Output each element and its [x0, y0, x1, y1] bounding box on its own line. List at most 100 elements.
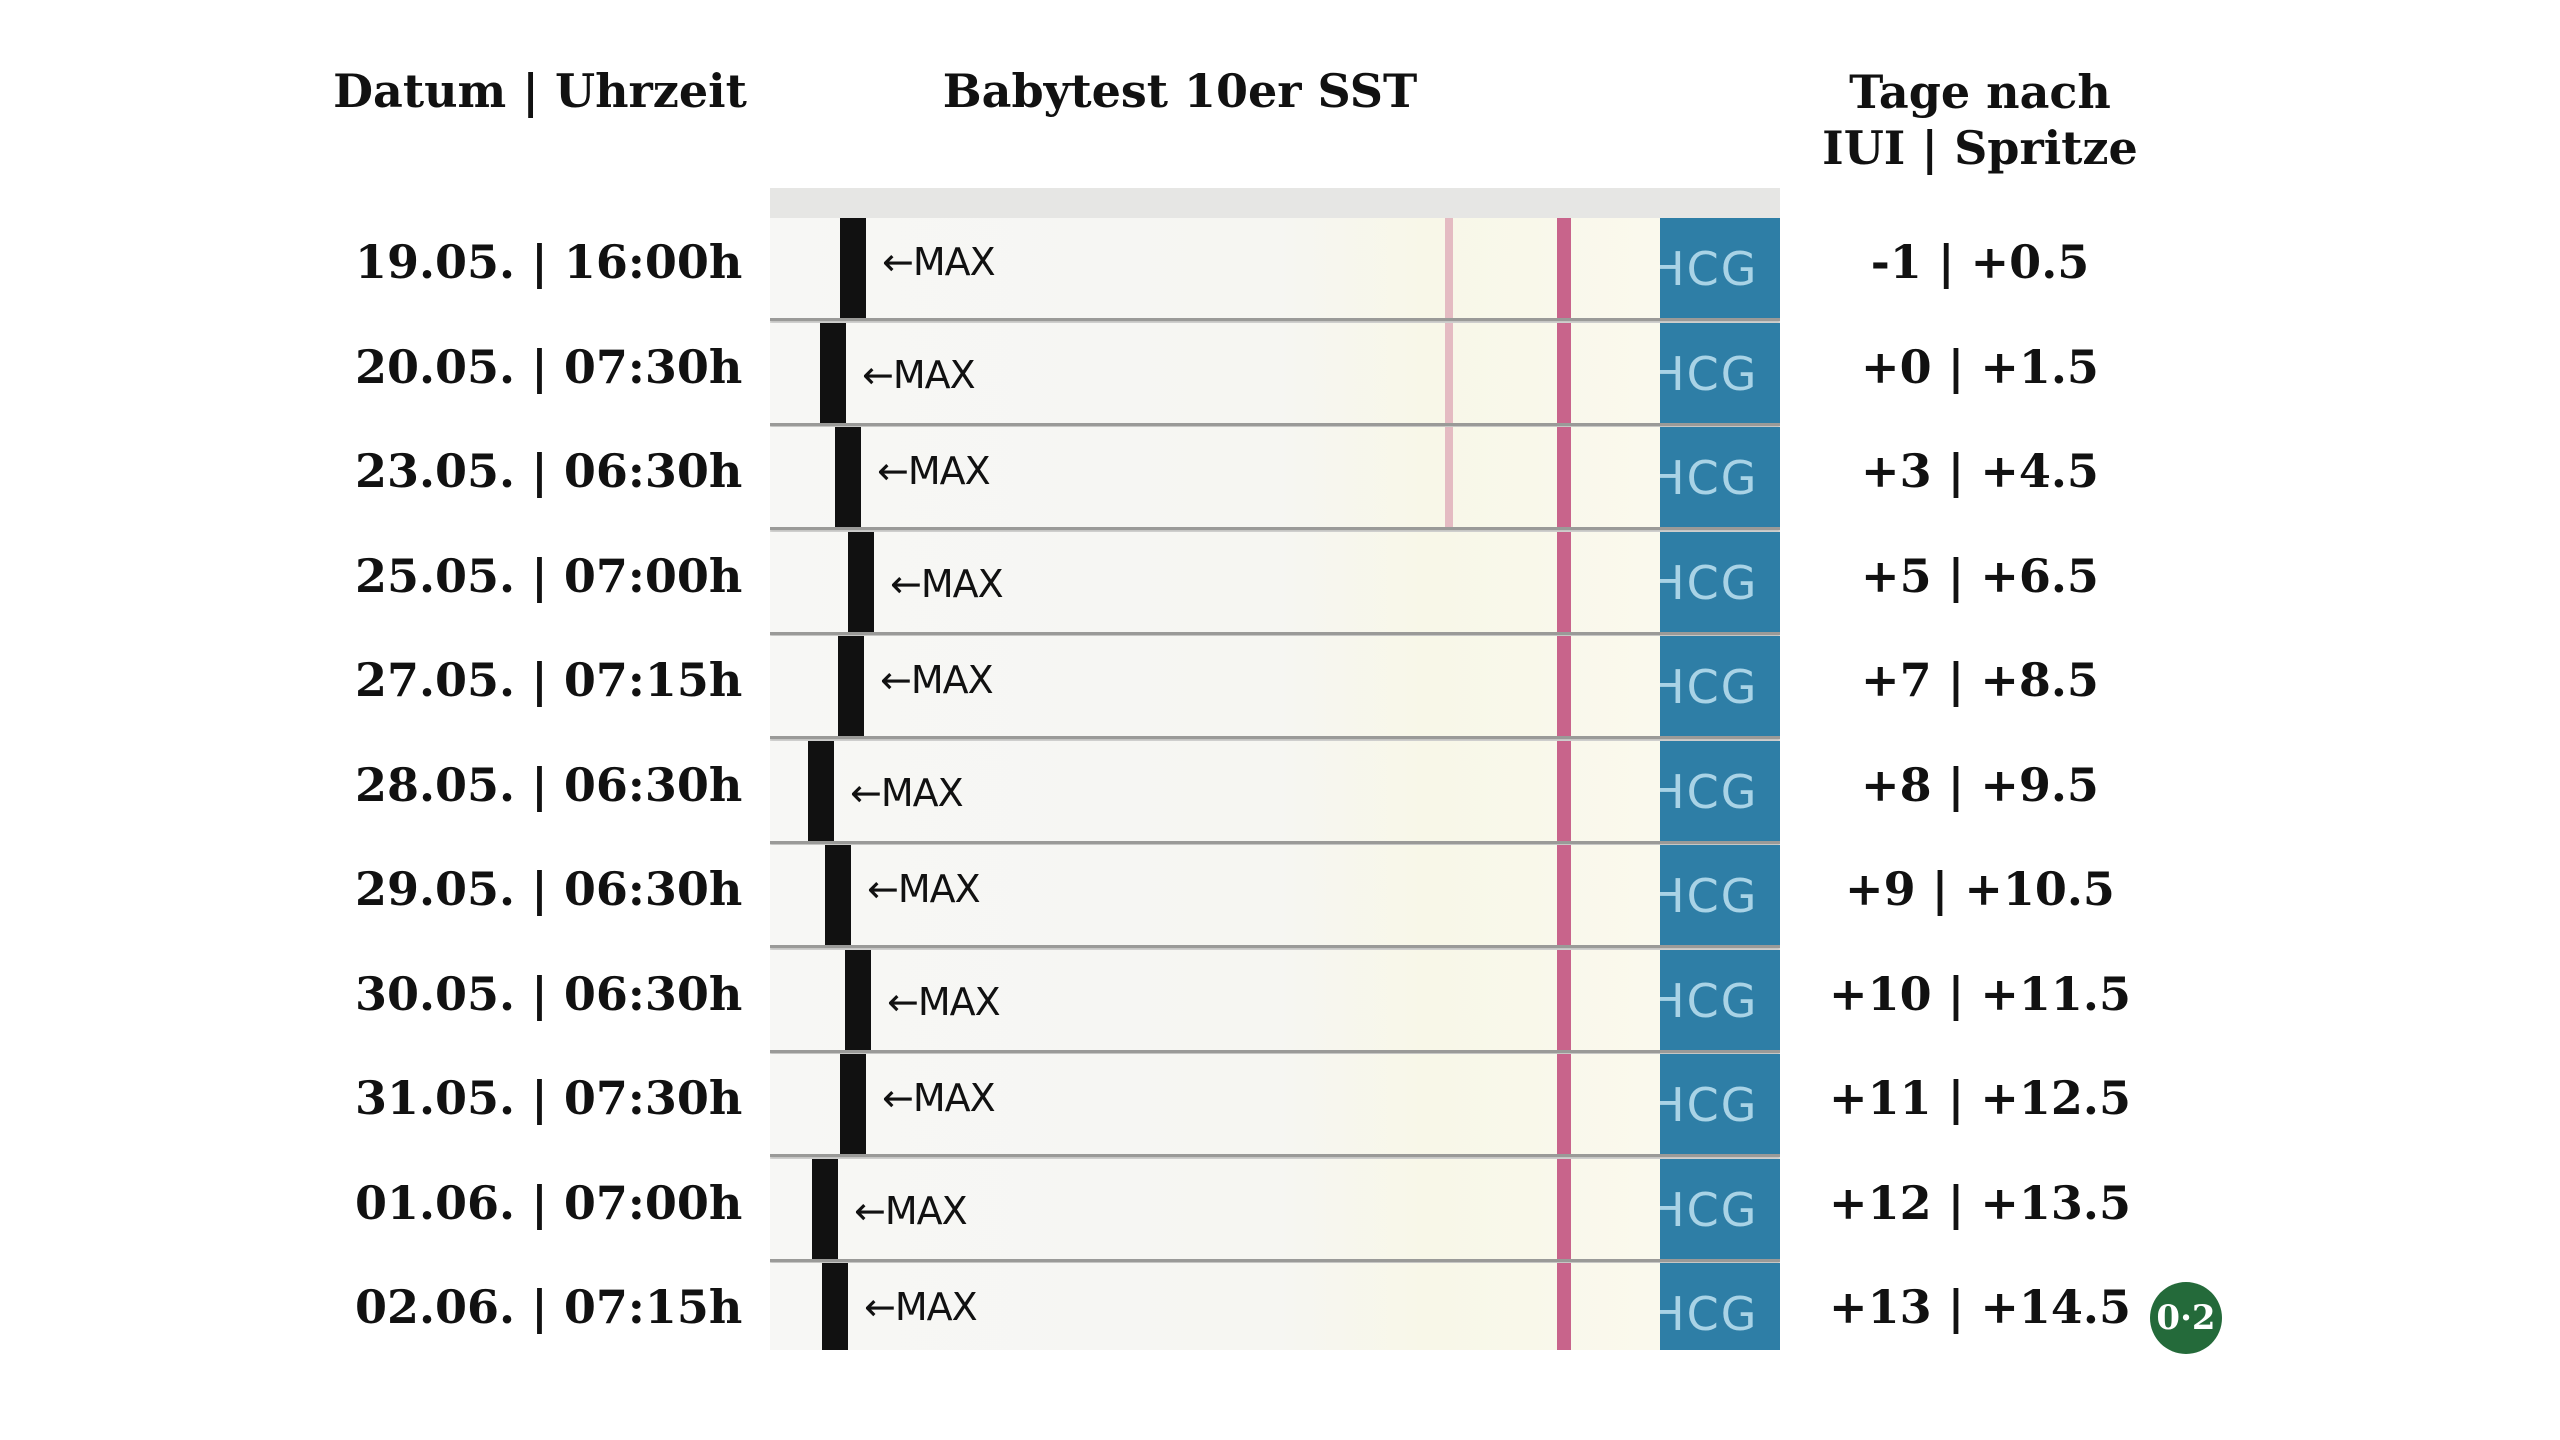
test-strip: ←MAX HCG — [770, 636, 1780, 739]
strip-max-label: ←MAX — [850, 770, 964, 815]
days-after-row: +7 | +8.5 — [1861, 653, 2099, 708]
strip-test-line — [1445, 427, 1453, 527]
strip-test-line — [1445, 218, 1453, 318]
days-after-row: +8 | +9.5 — [1861, 757, 2099, 812]
strip-hcg-label: HCG — [1660, 451, 1759, 505]
days-after-row: +13 | +14.5 — [1829, 1280, 2131, 1335]
date-time-row: 01.06. | 07:00h — [355, 1175, 743, 1230]
date-time-row: 31.05. | 07:30h — [355, 1071, 743, 1126]
strip-black-bar — [848, 531, 874, 632]
strip-hcg-pad: HCG — [1660, 949, 1780, 1050]
test-strip: ←MAX HCG — [770, 949, 1780, 1053]
strip-hcg-label: HCG — [1660, 555, 1759, 610]
date-time-row: 02.06. | 07:15h — [355, 1280, 743, 1335]
header-days-line1: Tage nach — [1849, 65, 2111, 119]
strip-hcg-label: HCG — [1660, 660, 1759, 714]
date-time-column: 19.05. | 16:00h 20.05. | 07:30h 23.05. | 0… — [355, 210, 775, 1360]
header-test-name: Babytest 10er SST — [942, 64, 1418, 118]
test-strip: ←MAX HCG — [770, 740, 1780, 844]
date-time-row: 30.05. | 06:30h — [355, 966, 743, 1021]
header-date-time: Datum | Uhrzeit — [333, 64, 747, 118]
strip-control-line — [1557, 427, 1571, 527]
test-strip: ←MAX HCG — [770, 845, 1780, 948]
strip-max-label: ←MAX — [887, 979, 1001, 1024]
strip-hcg-pad: HCG — [1660, 740, 1780, 841]
strip-max-label: ←MAX — [864, 1285, 978, 1329]
test-strip: ←MAX HCG — [770, 322, 1780, 426]
days-after-row: -1 | +0.5 — [1870, 235, 2090, 290]
days-after-row: +0 | +1.5 — [1861, 339, 2099, 394]
strip-hcg-label: HCG — [1660, 764, 1759, 819]
strip-black-bar — [845, 949, 871, 1050]
strip-control-line — [1557, 1054, 1571, 1154]
date-time-row: 29.05. | 06:30h — [355, 862, 743, 917]
strip-control-line — [1557, 218, 1571, 318]
strip-hcg-label: HCG — [1660, 242, 1759, 296]
strip-hcg-pad: HCG — [1660, 845, 1780, 945]
strip-hcg-pad: HCG — [1660, 636, 1780, 736]
strip-max-label: ←MAX — [862, 352, 976, 397]
strip-hcg-pad: HCG — [1660, 1054, 1780, 1154]
test-strip: ←MAX HCG — [770, 427, 1780, 530]
strip-control-line — [1557, 740, 1571, 841]
strip-control-line — [1557, 636, 1571, 736]
strip-hcg-label: HCG — [1660, 1287, 1759, 1341]
days-after-column: -1 | +0.5 +0 | +1.5 +3 | +4.5 +5 | +6.5 +7 |… — [1780, 210, 2180, 1360]
strip-control-line — [1557, 949, 1571, 1050]
strip-max-label: ←MAX — [880, 658, 994, 702]
strip-black-bar — [835, 427, 861, 527]
date-time-row: 23.05. | 06:30h — [355, 444, 743, 499]
strip-control-line — [1557, 845, 1571, 945]
days-after-row: +9 | +10.5 — [1845, 862, 2115, 917]
strip-max-label: ←MAX — [854, 1188, 968, 1233]
strip-hcg-label: HCG — [1660, 973, 1759, 1028]
days-after-row: +11 | +12.5 — [1829, 1071, 2131, 1126]
date-time-row: 27.05. | 07:15h — [355, 653, 743, 708]
strip-black-bar — [808, 740, 834, 841]
strip-max-label: ←MAX — [877, 449, 991, 493]
strip-max-label: ←MAX — [890, 561, 1004, 606]
test-strip: ←MAX HCG — [770, 1054, 1780, 1157]
strip-hcg-pad: HCG — [1660, 1263, 1780, 1350]
strip-black-bar — [838, 636, 864, 736]
strip-hcg-pad: HCG — [1660, 322, 1780, 423]
strip-hcg-pad: HCG — [1660, 218, 1780, 318]
logo-badge: 0·2 — [2150, 1282, 2222, 1354]
strip-hcg-pad: HCG — [1660, 1158, 1780, 1259]
strip-hcg-label: HCG — [1660, 1078, 1759, 1132]
header-days-line2: IUI | Spritze — [1822, 121, 2138, 175]
strip-black-bar — [840, 1054, 866, 1154]
strip-max-label: ←MAX — [867, 867, 981, 911]
date-time-row: 20.05. | 07:30h — [355, 339, 743, 394]
strip-hcg-pad: HCG — [1660, 531, 1780, 632]
strip-test-line — [1445, 322, 1453, 423]
strip-control-line — [1557, 1263, 1571, 1350]
strip-hcg-label: HCG — [1660, 869, 1759, 923]
strip-black-bar — [812, 1158, 838, 1259]
strip-black-bar — [825, 845, 851, 945]
strip-max-label: ←MAX — [882, 240, 996, 284]
strip-control-line — [1557, 1158, 1571, 1259]
strip-hcg-label: HCG — [1660, 1182, 1759, 1237]
test-strip: ←MAX HCG — [770, 1158, 1780, 1262]
days-after-row: +10 | +11.5 — [1829, 966, 2131, 1021]
date-time-row: 19.05. | 16:00h — [355, 235, 743, 290]
strip-max-label: ←MAX — [882, 1076, 996, 1120]
days-after-row: +3 | +4.5 — [1861, 444, 2099, 499]
header-days-after: Tage nach IUI | Spritze — [1770, 64, 2190, 176]
days-after-row: +12 | +13.5 — [1829, 1175, 2131, 1230]
strip-control-line — [1557, 322, 1571, 423]
test-strips-photo: ←MAX HCG ←MAX HCG ←MAX HCG ←MAX HCG ←MAX HCG ←MAX H… — [770, 188, 1780, 1350]
test-strip: ←MAX HCG — [770, 531, 1780, 635]
date-time-row: 25.05. | 07:00h — [355, 548, 743, 603]
strip-black-bar — [822, 1263, 848, 1350]
test-strip: ←MAX HCG — [770, 1263, 1780, 1350]
strip-control-line — [1557, 531, 1571, 632]
strip-hcg-label: HCG — [1660, 346, 1759, 401]
strip-black-bar — [820, 322, 846, 423]
days-after-row: +5 | +6.5 — [1861, 548, 2099, 603]
test-strip: ←MAX HCG — [770, 218, 1780, 321]
date-time-row: 28.05. | 06:30h — [355, 757, 743, 812]
strip-hcg-pad: HCG — [1660, 427, 1780, 527]
strip-black-bar — [840, 218, 866, 318]
